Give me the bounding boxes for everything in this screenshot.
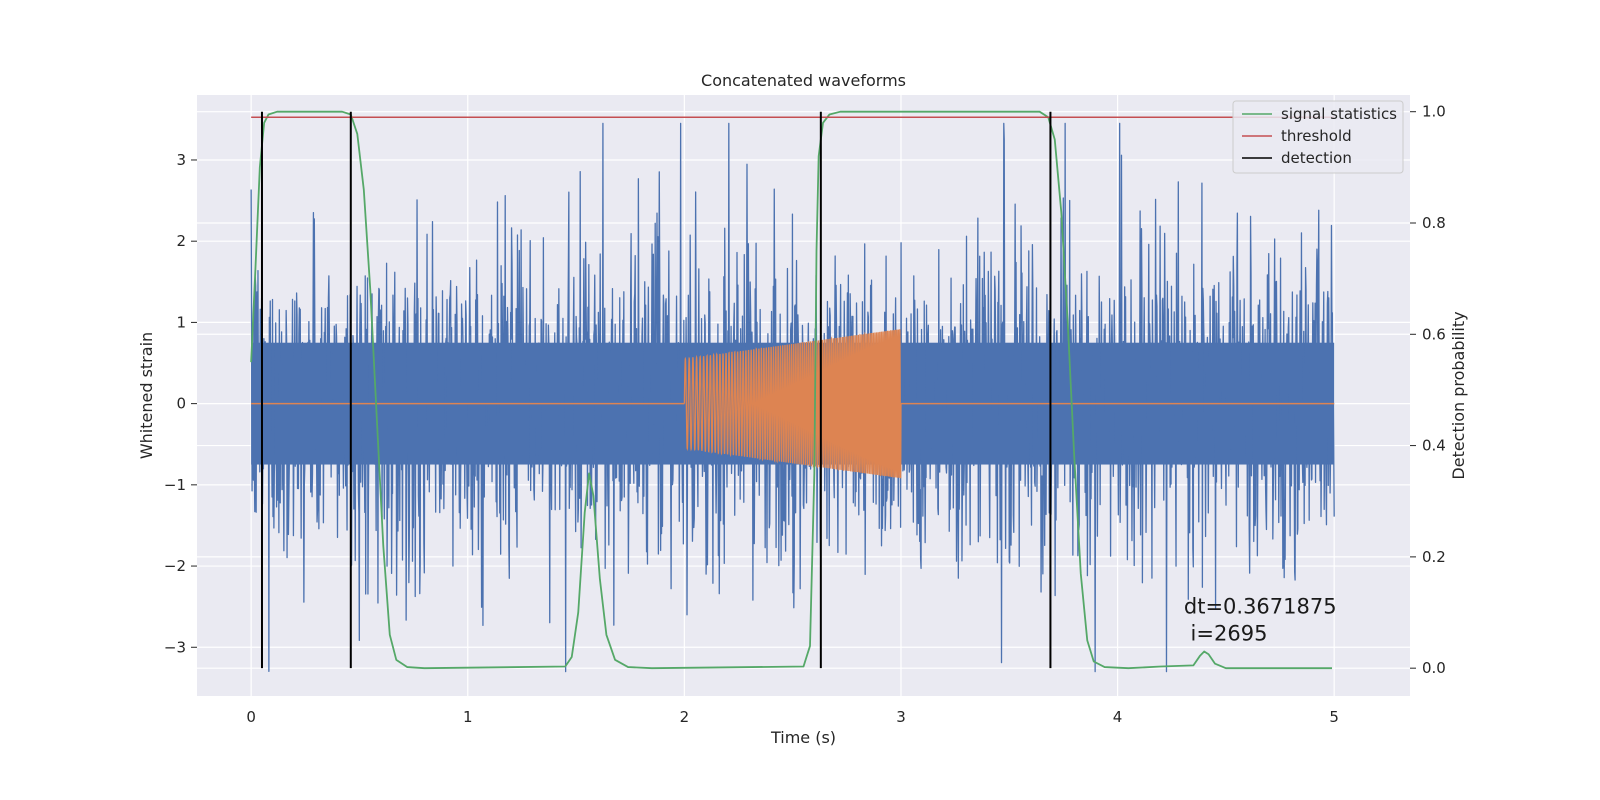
y-tick-label: 2 <box>176 232 186 250</box>
signal-statistics-line <box>250 110 1333 670</box>
y-right-tick-label: 0.2 <box>1422 548 1446 566</box>
legend-label-signal-statistics: signal statistics <box>1281 105 1397 123</box>
y-right-tick-label: 0.6 <box>1422 325 1446 343</box>
x-tick-label: 3 <box>896 708 906 726</box>
legend-label-threshold: threshold <box>1281 127 1352 145</box>
y-tick-label: 0 <box>176 395 186 413</box>
y-right-tick-label: 1.0 <box>1422 103 1446 121</box>
y-right-tick-label: 0.4 <box>1422 437 1446 455</box>
y-tick-label: 1 <box>176 313 186 331</box>
series-chirp <box>251 329 1335 479</box>
x-tick-label: 2 <box>680 708 690 726</box>
y-axis-right-label: Detection probability <box>1449 311 1468 479</box>
chirp-line <box>683 329 902 479</box>
annotation-dt: dt=0.3671875 <box>1184 595 1337 619</box>
y-tick-label: −1 <box>164 476 186 494</box>
x-tick-label: 5 <box>1329 708 1339 726</box>
legend: signal statistics threshold detection <box>1232 100 1404 174</box>
legend-box <box>1232 100 1404 174</box>
chart-title: Concatenated waveforms <box>701 71 906 90</box>
x-axis-label: Time (s) <box>770 728 836 747</box>
series-signal-statistics <box>250 110 1333 670</box>
series-detections <box>260 111 1052 669</box>
x-tick-label: 0 <box>246 708 256 726</box>
x-tick-label: 4 <box>1113 708 1123 726</box>
y-tick-label: 3 <box>176 151 186 169</box>
annotation-index: i=2695 <box>1184 622 1268 646</box>
y-right-tick-label: 0.0 <box>1422 659 1446 677</box>
axis-ticks: 0 1 2 3 4 5 −3 −2 −1 0 1 2 3 0.0 0.2 0.4 0.6 0.8 1.0 <box>164 103 1446 726</box>
x-tick-label: 1 <box>463 708 473 726</box>
y-axis-label: Whitened strain <box>137 332 156 459</box>
y-tick-label: −2 <box>164 557 186 575</box>
y-right-tick-label: 0.8 <box>1422 214 1446 232</box>
legend-label-detection: detection <box>1281 149 1352 167</box>
y-tick-label: −3 <box>164 638 186 656</box>
